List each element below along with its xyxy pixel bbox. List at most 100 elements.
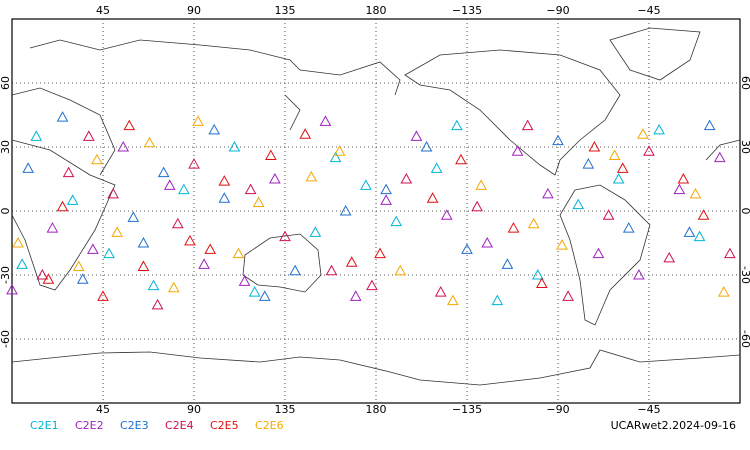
- observation-marker: [309, 226, 322, 237]
- observation-marker: [390, 215, 403, 227]
- observation-marker: [582, 158, 595, 169]
- observation-marker: [643, 145, 655, 156]
- observation-marker: [653, 123, 665, 135]
- observation-marker: [258, 290, 271, 301]
- observation-marker: [157, 166, 170, 178]
- x-tick-label: −90: [546, 403, 569, 416]
- observation-marker: [56, 200, 69, 212]
- x-tick-label: −45: [637, 403, 660, 416]
- observation-marker: [724, 247, 736, 259]
- observation-marker: [264, 149, 277, 161]
- y-tick-label: -60: [0, 330, 12, 348]
- observation-marker: [673, 183, 686, 195]
- observation-marker: [87, 243, 99, 254]
- observation-marker: [622, 222, 635, 233]
- observation-marker: [562, 290, 574, 301]
- observation-marker: [244, 183, 257, 195]
- observation-marker: [66, 194, 79, 205]
- observation-marker: [46, 222, 59, 233]
- x-tick-label: 90: [187, 4, 201, 17]
- observation-marker: [188, 158, 200, 169]
- observation-marker: [36, 268, 49, 280]
- observation-marker: [289, 264, 301, 276]
- observation-marker: [410, 130, 423, 141]
- observation-marker: [426, 192, 439, 203]
- observation-marker: [542, 187, 554, 199]
- observation-marker: [82, 130, 95, 141]
- observation-marker: [430, 162, 443, 173]
- observation-marker: [471, 200, 483, 212]
- x-tick-label: −90: [546, 4, 569, 17]
- observation-marker: [637, 128, 649, 139]
- observation-marker: [556, 239, 568, 250]
- x-tick-label: 45: [96, 403, 110, 416]
- observation-marker: [42, 273, 55, 284]
- observation-marker: [107, 187, 119, 199]
- observation-marker: [451, 119, 463, 131]
- observation-marker: [171, 217, 184, 229]
- observation-marker: [127, 211, 140, 222]
- observation-marker: [72, 260, 85, 271]
- observation-marker: [238, 275, 251, 286]
- x-tick-label: 180: [366, 403, 387, 416]
- legend-label: C2E3: [120, 419, 149, 432]
- observation-marker: [232, 247, 245, 259]
- observation-marker: [677, 172, 690, 184]
- legend-label: C2E5: [210, 419, 239, 432]
- observation-marker: [349, 290, 362, 301]
- y-tick-label: 0: [0, 208, 12, 215]
- x-tick-label: 135: [275, 4, 296, 17]
- legend-label: C2E4: [165, 419, 194, 432]
- y-tick-label: -30: [0, 266, 12, 284]
- observation-marker: [697, 209, 710, 220]
- observation-marker: [147, 279, 160, 291]
- y-tick-label: -30: [739, 266, 750, 284]
- observation-marker: [717, 286, 730, 297]
- x-tick-label: 180: [366, 4, 387, 17]
- y-tick-label: -60: [739, 330, 750, 348]
- observation-marker: [329, 151, 342, 163]
- observation-marker: [333, 145, 346, 156]
- observation-marker: [535, 277, 548, 289]
- observation-marker: [62, 166, 75, 178]
- observation-marker: [76, 273, 89, 284]
- x-tick-label: 135: [275, 403, 296, 416]
- observation-marker: [380, 194, 392, 205]
- observation-marker: [137, 260, 150, 271]
- observation-marker: [218, 175, 231, 186]
- legend-label: C2E1: [30, 419, 59, 432]
- observation-marker: [345, 256, 358, 267]
- observation-marker: [693, 230, 706, 242]
- observation-marker: [30, 130, 43, 141]
- observation-marker: [123, 119, 136, 131]
- observation-marker: [592, 247, 605, 259]
- observation-marker: [198, 258, 210, 269]
- x-tick-label: −45: [637, 4, 660, 17]
- observation-marker: [633, 268, 645, 280]
- observation-marker: [521, 119, 534, 131]
- observation-marker: [394, 264, 407, 276]
- observation-marker: [167, 281, 180, 293]
- x-tick-label: −135: [452, 403, 482, 416]
- observation-marker: [572, 198, 585, 210]
- observation-marker: [683, 226, 696, 237]
- observation-marker: [602, 209, 615, 220]
- y-tick-label: 0: [739, 208, 750, 215]
- observation-marker: [22, 162, 35, 173]
- observation-marker: [663, 251, 676, 263]
- y-tick-label: 60: [739, 76, 750, 90]
- observation-marker: [531, 268, 544, 280]
- observation-marker: [137, 236, 150, 248]
- observation-marker: [325, 264, 338, 276]
- observation-marker: [689, 187, 702, 199]
- y-tick-label: 30: [739, 140, 750, 154]
- x-tick-label: 45: [96, 4, 110, 17]
- observation-marker: [103, 247, 115, 259]
- observation-marker: [208, 123, 221, 135]
- observation-marker: [279, 230, 291, 242]
- observation-marker: [507, 222, 520, 233]
- observation-marker: [91, 153, 103, 165]
- observation-marker: [491, 294, 504, 306]
- observation-marker: [380, 183, 392, 195]
